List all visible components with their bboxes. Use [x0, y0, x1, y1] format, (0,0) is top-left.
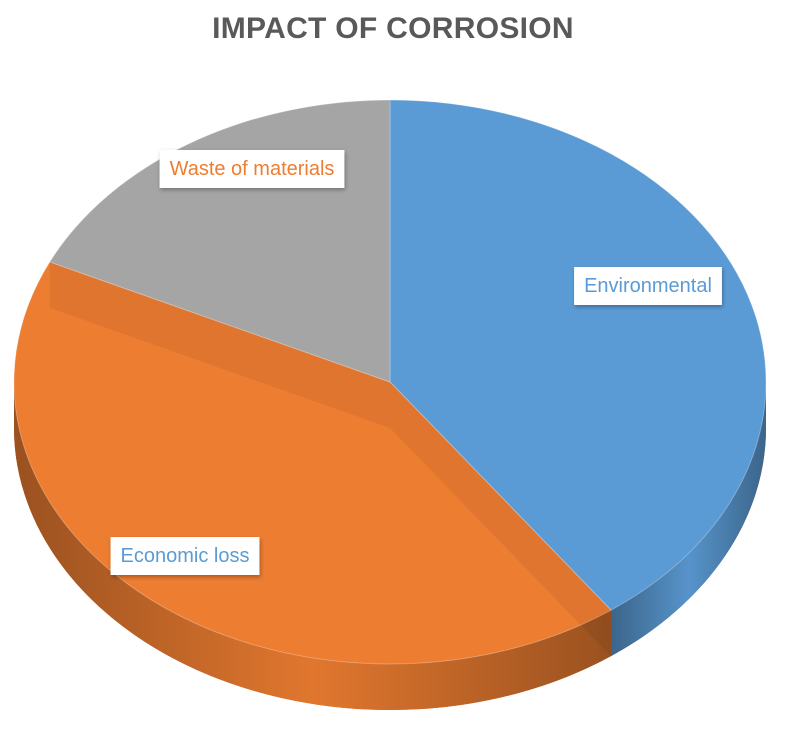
- data-label-text: Economic loss: [121, 545, 250, 567]
- data-label-text: Environmental: [584, 275, 712, 297]
- data-label-environmental: Environmental: [574, 267, 722, 305]
- data-label-box: [574, 267, 722, 305]
- pie-slice-environmental: [389, 99, 767, 611]
- chart-title: IMPACT OF CORROSION: [212, 12, 574, 45]
- data-label-box: [110, 537, 260, 575]
- data-label-text: Waste of materials: [170, 158, 335, 180]
- data-label-economic-loss: Economic loss: [110, 537, 260, 575]
- pie-cut-face: [49, 261, 390, 428]
- pie-cut-face: [390, 382, 612, 657]
- data-label-box: [159, 150, 345, 188]
- data-label-waste-of-materials: Waste of materials: [159, 150, 345, 188]
- pie-side-shade: [14, 382, 612, 710]
- pie-side-shade: [611, 382, 766, 657]
